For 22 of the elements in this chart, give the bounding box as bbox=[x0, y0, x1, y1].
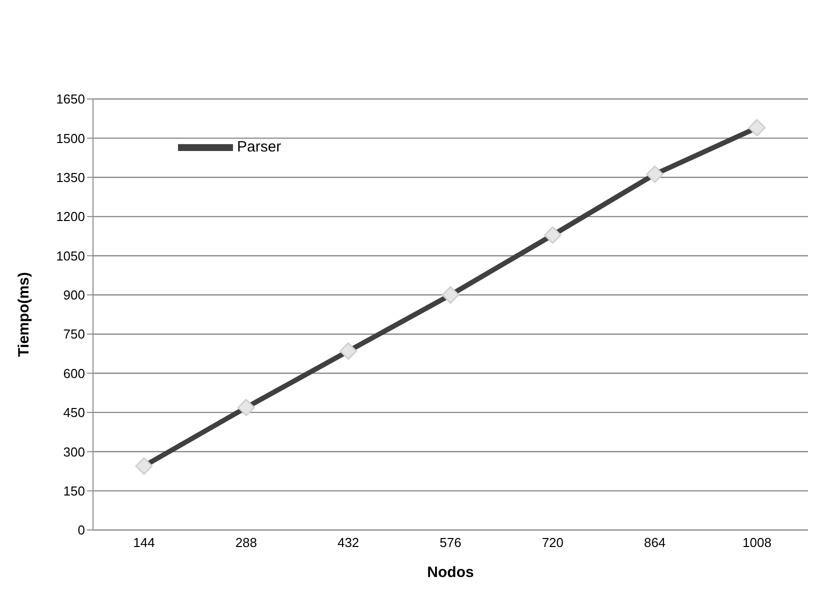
y-tick-label: 600 bbox=[63, 366, 85, 381]
x-tick-label: 144 bbox=[133, 535, 155, 550]
y-tick-label: 1200 bbox=[56, 209, 85, 224]
y-tick-label: 300 bbox=[63, 444, 85, 460]
y-tick-label: 900 bbox=[63, 288, 85, 303]
y-tick-label: 150 bbox=[63, 483, 85, 498]
y-tick-label: 1650 bbox=[56, 92, 85, 107]
y-tick-label: 750 bbox=[63, 326, 85, 342]
y-axis-title: Tiempo(ms) bbox=[15, 272, 32, 357]
x-tick-label: 432 bbox=[337, 535, 360, 550]
legend-label: Parser bbox=[237, 138, 282, 156]
x-tick-label: 288 bbox=[235, 535, 258, 550]
x-tick-label: 720 bbox=[542, 535, 564, 550]
x-tick-label: 864 bbox=[644, 535, 666, 550]
x-tick-label: 1008 bbox=[742, 535, 772, 550]
y-tick-label: 1500 bbox=[56, 130, 85, 146]
x-axis-title: Nodos bbox=[427, 564, 474, 581]
y-tick-label: 0 bbox=[78, 522, 85, 538]
y-tick-label: 1350 bbox=[56, 170, 85, 185]
y-tick-label: 1050 bbox=[56, 248, 85, 264]
y-tick-label: 450 bbox=[63, 405, 85, 420]
x-tick-label: 576 bbox=[440, 535, 462, 550]
